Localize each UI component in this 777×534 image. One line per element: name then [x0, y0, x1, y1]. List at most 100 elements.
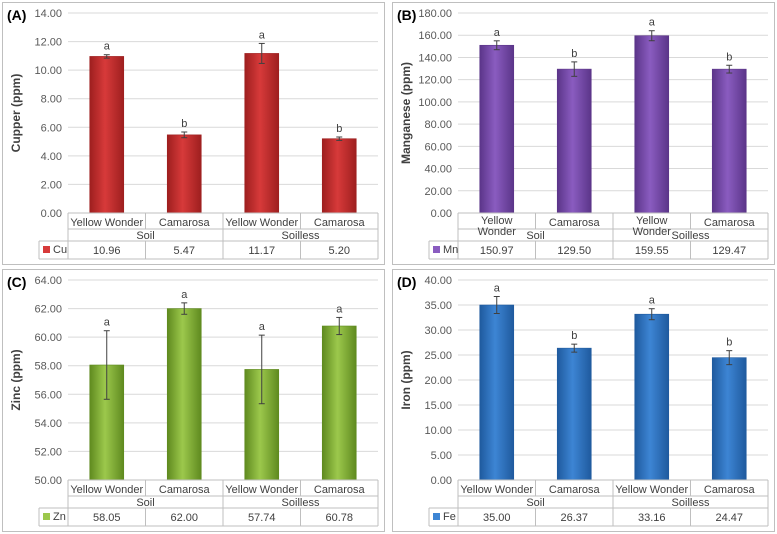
- y-tick-label: 4.00: [41, 151, 62, 163]
- y-axis-label: Zinc (ppm): [9, 349, 23, 410]
- significance-letter: b: [336, 123, 342, 135]
- bar: [634, 35, 670, 214]
- significance-letter: a: [494, 27, 501, 39]
- significance-letter: a: [104, 317, 111, 329]
- bar: [634, 313, 670, 481]
- legend-label: Zn: [53, 511, 66, 523]
- legend-key: [433, 513, 440, 520]
- significance-letter: a: [104, 41, 111, 53]
- group-label: Soil: [526, 497, 544, 509]
- y-tick-label: 6.00: [41, 122, 62, 134]
- y-axis-label: Cupper (ppm): [9, 74, 23, 153]
- bar: [479, 304, 515, 481]
- group-label: Soilless: [672, 230, 710, 242]
- bar: [556, 68, 592, 214]
- bar: [166, 134, 202, 214]
- y-tick-label: 40.00: [424, 164, 452, 176]
- bar: [89, 56, 125, 214]
- y-tick-label: 60.00: [424, 141, 452, 153]
- y-tick-label: 0.00: [41, 208, 62, 220]
- significance-letter: a: [181, 289, 188, 301]
- y-tick-label: 180.00: [418, 8, 452, 20]
- value-label: 33.16: [638, 512, 666, 524]
- category-label: Camarosa: [314, 484, 366, 496]
- category-label: Yellow Wonder: [633, 215, 672, 238]
- legend-label: Fe: [443, 511, 456, 523]
- category-label: Yellow Wonder: [225, 217, 298, 229]
- y-tick-label: 40.00: [424, 275, 452, 287]
- y-tick-label: 62.00: [34, 304, 62, 316]
- value-label: 24.47: [715, 512, 743, 524]
- significance-letter: b: [571, 330, 577, 342]
- chart-panel-b: 0.00 20.00 40.00 60.00 80.00 100.00 120.00 140.…: [392, 2, 775, 265]
- bar: [244, 53, 280, 214]
- chart-c-svg: 50.00 52.00 54.00 56.00 58.00 60.00 62.00 64.00…: [7, 274, 379, 527]
- legend-label: Cu: [53, 244, 67, 256]
- chart-b-svg: 0.00 20.00 40.00 60.00 80.00 100.00 120.00 140.…: [397, 7, 769, 260]
- value-label: 11.17: [248, 245, 275, 257]
- legend-key: [43, 513, 50, 520]
- group-label: Soilless: [282, 497, 320, 509]
- y-tick-label: 10.00: [424, 425, 452, 437]
- y-axis-label: Iron (ppm): [399, 350, 413, 409]
- value-label: 57.74: [248, 512, 276, 524]
- bar: [166, 308, 202, 481]
- bar: [321, 138, 357, 214]
- value-label: 62.00: [170, 512, 198, 524]
- chart-d-svg: 0.00 5.00 10.00 15.00 20.00 25.00 30.00 35.00 40…: [397, 274, 769, 527]
- value-label: 159.55: [635, 245, 669, 257]
- significance-letter: a: [259, 321, 266, 333]
- chart-panel-d: 0.00 5.00 10.00 15.00 20.00 25.00 30.00 35.00 40…: [392, 269, 775, 532]
- y-tick-label: 5.00: [431, 450, 452, 462]
- significance-letter: a: [259, 29, 266, 41]
- y-tick-label: 58.00: [34, 361, 62, 373]
- y-tick-label: 35.00: [424, 300, 452, 312]
- category-label: Yellow Wonder: [615, 484, 688, 496]
- y-tick-label: 160.00: [418, 30, 452, 42]
- y-tick-label: 2.00: [41, 179, 62, 191]
- group-label: Soil: [136, 230, 154, 242]
- y-tick-label: 0.00: [431, 475, 452, 487]
- value-label: 5.47: [174, 245, 195, 257]
- group-label: Soilless: [672, 497, 710, 509]
- value-label: 60.78: [325, 512, 353, 524]
- value-label: 129.50: [557, 245, 591, 257]
- chart-panel-a: 0.00 2.00 4.00 6.00 8.00 10.00 12.00 14.00 Cuppe…: [2, 2, 385, 265]
- y-tick-label: 50.00: [34, 475, 62, 487]
- y-tick-label: 52.00: [34, 446, 62, 458]
- bar: [711, 357, 747, 481]
- group-label: Soilless: [282, 230, 320, 242]
- y-tick-label: 14.00: [34, 8, 62, 20]
- legend-key: [433, 246, 440, 253]
- y-tick-label: 10.00: [34, 65, 62, 77]
- significance-letter: a: [649, 17, 656, 29]
- value-label: 150.97: [480, 245, 514, 257]
- panel-label: (D): [397, 274, 416, 290]
- significance-letter: b: [726, 337, 732, 349]
- y-tick-label: 100.00: [418, 97, 452, 109]
- value-label: 10.96: [93, 245, 121, 257]
- category-label: Camarosa: [314, 217, 366, 229]
- panel-label: (C): [7, 274, 26, 290]
- y-tick-label: 64.00: [34, 275, 62, 287]
- significance-letter: a: [336, 303, 343, 315]
- chart-a-svg: 0.00 2.00 4.00 6.00 8.00 10.00 12.00 14.00 Cuppe…: [7, 7, 379, 260]
- y-tick-label: 54.00: [34, 418, 62, 430]
- significance-letter: a: [494, 283, 501, 295]
- category-label: Yellow Wonder: [460, 484, 533, 496]
- category-label: Camarosa: [159, 484, 211, 496]
- category-label: Yellow Wonder: [478, 215, 517, 238]
- bar: [244, 369, 280, 481]
- y-tick-label: 8.00: [41, 94, 62, 106]
- y-tick-label: 20.00: [424, 375, 452, 387]
- y-tick-label: 56.00: [34, 389, 62, 401]
- y-tick-label: 120.00: [418, 75, 452, 87]
- y-tick-label: 25.00: [424, 350, 452, 362]
- category-label: Camarosa: [704, 217, 756, 229]
- group-label: Soil: [526, 230, 544, 242]
- legend-key: [43, 246, 50, 253]
- category-label: Camarosa: [549, 484, 601, 496]
- significance-letter: b: [181, 118, 187, 130]
- y-tick-label: 0.00: [431, 208, 452, 220]
- value-label: 26.37: [560, 512, 588, 524]
